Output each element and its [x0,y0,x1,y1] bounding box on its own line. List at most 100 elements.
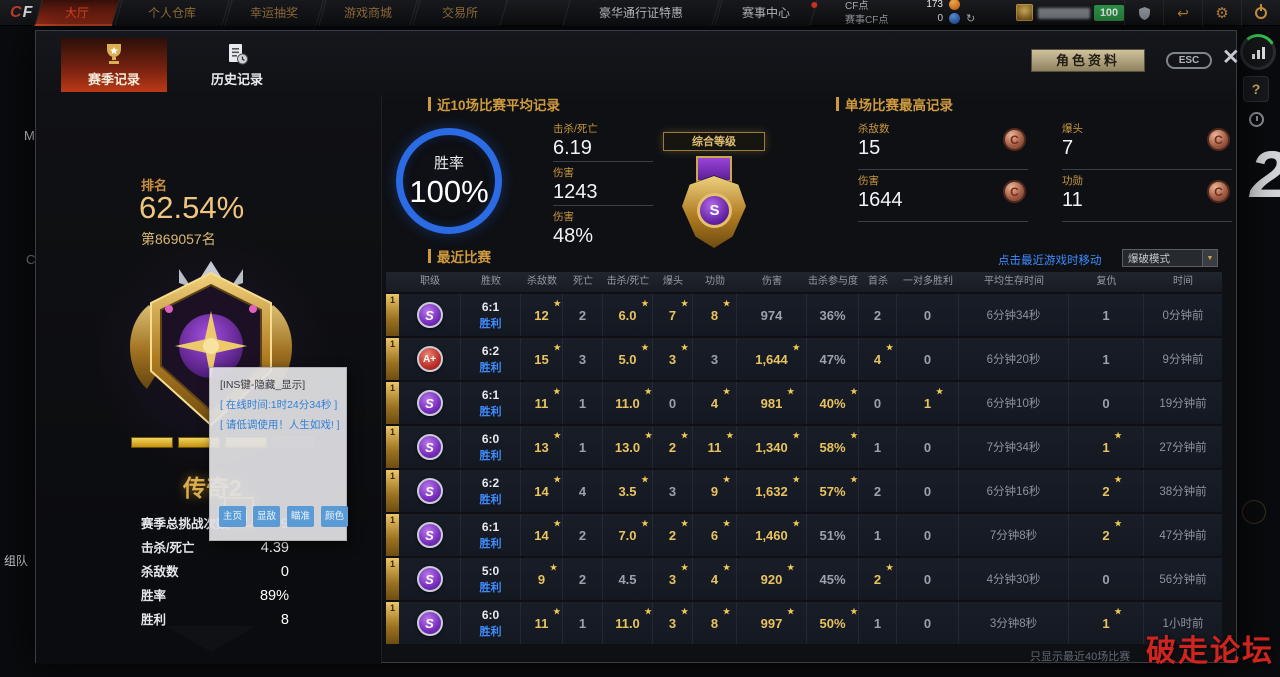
help-icon[interactable]: ? [1243,76,1269,102]
tab-season-record[interactable]: 赛季记录 [61,38,167,92]
stat-cell: 1 ★ [1069,426,1144,468]
stats-circle-icon[interactable] [1240,34,1276,70]
nav-tab-7[interactable]: 赛事中心 [714,0,818,26]
stat-value: 6分钟20秒 [986,354,1041,366]
stat-value: 2 ★ [1102,518,1122,543]
table-header-cell: 功勋 [705,276,725,287]
stat-cell: 0 [897,514,959,556]
overlay-button[interactable]: 显敌 [253,506,280,527]
season-stat-label: 赛季总挑战次数 [141,517,229,531]
grade-badge-s: S [416,478,443,504]
stat-cell: 4 [563,470,603,512]
season-stat-row: 杀敌数 0 [141,561,289,585]
grade-badge-s: S [416,434,443,460]
stat-cell: 11 ★ [693,426,737,468]
stat-cell: 1 [1069,294,1144,336]
grade-badge-s: S [416,390,443,416]
star-icon: ★ [792,518,800,528]
avg-stat-value: 1243 [553,181,598,203]
refresh-icon[interactable]: ↻ [966,12,976,25]
stat-value: 50% ★ [819,606,858,631]
table-row[interactable]: 1 A+ 6:2 胜利 15 ★ 3 5.0 ★ 3 ★ 3 1,644 ★ 47% 4 ★ 0 6分钟20秒 1 9分… [386,338,1222,380]
stat-value: 1,632 ★ [755,474,800,499]
nav-tab-2[interactable]: 个人仓库 [114,0,230,26]
nav-tab-3[interactable]: 幸运抽奖 [224,0,324,26]
star-icon: ★ [722,606,731,616]
stat-cell: 1,340 ★ [737,426,807,468]
nav-tab-1[interactable]: 大厅 [34,0,120,26]
stat-value: 0 [923,571,932,587]
stat-value: 14 ★ [534,474,561,499]
overlay-title: [INS键-隐藏_显示] [220,379,306,391]
power-icon[interactable] [1241,0,1280,26]
return-icon[interactable]: ↩ [1163,0,1202,26]
stat-cell: 13.0 ★ [603,426,653,468]
stat-value: 1 [578,615,587,631]
nav-tab-5[interactable]: 交易所 [412,0,508,26]
star-icon: ★ [1114,606,1122,616]
close-icon[interactable]: ✕ [1222,46,1240,69]
grade-badge-s: S [416,522,443,548]
stat-cell: 1 ★ [1069,602,1144,644]
grade-cell: S [399,470,461,512]
overlay-button[interactable]: 主页 [219,506,246,527]
nav-tab-label: 大厅 [64,6,89,20]
table-header-cell: 杀敌数 [527,276,557,287]
stat-cell: 3 [563,338,603,380]
stat-cell: 2 [563,558,603,600]
nav-tab-6[interactable]: 豪华通行证特惠 [562,0,720,26]
forum-watermark: 破走论坛 [1146,635,1274,668]
blue-coin-icon [949,12,960,24]
score-cell: 6:0 胜利 [461,426,521,468]
profile-button[interactable]: 角色资料 [1031,49,1145,72]
row-rank-strip: 1 [386,426,399,468]
tab-history-record[interactable]: 历史记录 [184,38,290,92]
settings-gear-icon[interactable]: ⚙ [1202,0,1241,26]
shield-icon[interactable] [1124,0,1163,26]
match-result: 胜利 [479,625,502,638]
table-row[interactable]: 1 S 5:0 胜利 9 ★ 2 4.5 3 ★ 4 ★ 920 ★ 45% 2 ★ 0 4分钟30秒 0 56分钟前 [386,558,1222,600]
table-row[interactable]: 1 S 6:1 胜利 11 ★ 1 11.0 ★ 0 4 ★ 981 ★ 40% ★ 0 1 ★ 6分钟10秒 0 19分… [386,382,1222,424]
stat-cell: 3.5 ★ [603,470,653,512]
esc-key-hint[interactable]: ESC [1166,52,1212,69]
stat-cell: 1 [563,602,603,644]
stat-cell: 6分钟34秒 [959,294,1069,336]
stat-cell: 15 ★ [521,338,563,380]
table-row[interactable]: 1 S 6:2 胜利 14 ★ 4 3.5 ★ 3 9 ★ 1,632 ★ 57% ★ 2 0 6分钟16秒 2 ★ 38… [386,470,1222,512]
stat-value: 3 [578,351,587,367]
table-row[interactable]: 1 S 6:0 胜利 11 ★ 1 11.0 ★ 3 ★ 8 ★ 997 ★ 50% ★ 1 0 3分钟8秒 1 ★ 1小时… [386,602,1222,644]
recent-hint-link[interactable]: 点击最近游戏时移动 [998,255,1102,267]
stat-value: 0 [923,439,932,455]
clock-icon[interactable] [1249,112,1264,127]
row-rank-strip: 1 [386,470,399,512]
match-score: 6:1 [481,519,500,534]
nav-tab-4[interactable]: 游戏商城 [318,0,418,26]
stat-value: 7分钟8秒 [989,530,1038,542]
overlay-button[interactable]: 颜色 [321,506,348,527]
star-icon: ★ [680,518,689,528]
table-row[interactable]: 1 S 6:0 胜利 13 ★ 1 13.0 ★ 2 ★ 11 ★ 1,340 ★ 58% ★ 1 0 7分钟34秒 1… [386,426,1222,468]
stat-cell: 1 [859,426,897,468]
match-result: 胜利 [479,449,502,462]
stat-value: 997 ★ [760,606,795,631]
overlay-button[interactable]: 瞄准 [287,506,314,527]
stat-value: 0 [923,483,932,499]
stat-value: 3 ★ [668,606,689,631]
stat-value: 11 ★ [534,386,561,411]
stat-cell: 0 [897,294,959,336]
currency-label: 赛事CF点 [845,14,889,26]
stat-value: 3.5 ★ [618,474,649,499]
grade-medal-icon: C [1207,128,1230,151]
table-row[interactable]: 1 S 6:1 胜利 12 ★ 2 6.0 ★ 7 ★ 8 ★ 974 36% 2 0 6分钟34秒 1 0分钟前 [386,294,1222,336]
table-row[interactable]: 1 S 6:1 胜利 14 ★ 2 7.0 ★ 2 ★ 6 ★ 1,460 ★ 51% 1 0 7分钟8秒 2 ★ 47分… [386,514,1222,556]
avg-stat-block: 伤害 48% [553,206,653,250]
star-icon: ★ [1114,474,1122,484]
chevron-down-icon[interactable]: ▼ [1202,250,1217,266]
star-icon: ★ [680,606,689,616]
table-header-cell: 胜败 [481,276,501,287]
stat-value: 974 [760,307,783,323]
score-cell: 6:2 胜利 [461,338,521,380]
rank-place: 第869057名 [141,231,216,247]
stat-cell: 0 [1069,558,1144,600]
mode-dropdown[interactable]: 爆破模式 ▼ [1122,249,1218,267]
